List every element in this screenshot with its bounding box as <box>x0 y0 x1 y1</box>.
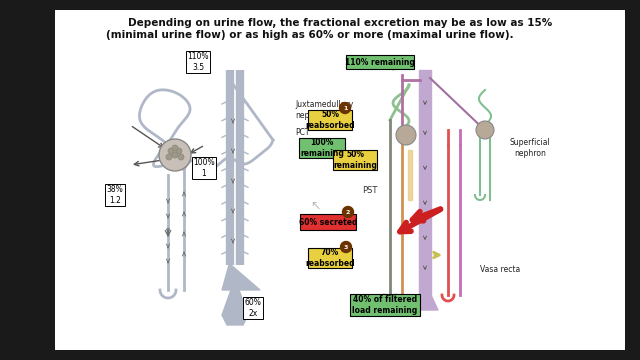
Text: 70%
reabsorbed: 70% reabsorbed <box>305 248 355 268</box>
Circle shape <box>159 139 191 171</box>
Text: 100%
remaining: 100% remaining <box>300 138 344 158</box>
Circle shape <box>176 148 182 154</box>
Text: 50%
remaining: 50% remaining <box>333 150 377 170</box>
Polygon shape <box>412 295 438 310</box>
Circle shape <box>172 152 178 158</box>
Bar <box>55 10 625 350</box>
Circle shape <box>476 121 494 139</box>
FancyBboxPatch shape <box>333 150 378 170</box>
FancyBboxPatch shape <box>346 55 414 69</box>
Text: 110% remaining: 110% remaining <box>345 58 415 67</box>
Circle shape <box>396 125 416 145</box>
Circle shape <box>340 242 351 252</box>
Text: 40% of filtered
load remaining: 40% of filtered load remaining <box>353 295 418 315</box>
FancyBboxPatch shape <box>308 248 352 268</box>
Text: 60% secreted: 60% secreted <box>299 217 357 226</box>
Circle shape <box>166 154 172 160</box>
Text: 38%
1.2: 38% 1.2 <box>107 185 124 205</box>
Text: PCT: PCT <box>295 127 310 136</box>
Text: PST: PST <box>362 185 378 194</box>
Text: 1: 1 <box>343 105 347 111</box>
Polygon shape <box>419 70 431 295</box>
Polygon shape <box>408 150 412 200</box>
FancyBboxPatch shape <box>308 110 352 130</box>
Text: Vasa recta: Vasa recta <box>480 266 520 274</box>
Text: (minimal urine flow) or as high as 60% or more (maximal urine flow).: (minimal urine flow) or as high as 60% o… <box>106 30 514 40</box>
Text: 100%
1: 100% 1 <box>193 158 215 178</box>
Text: ↖: ↖ <box>310 200 321 213</box>
Polygon shape <box>222 265 260 290</box>
Text: Juxtamedullary
nephron: Juxtamedullary nephron <box>295 100 353 120</box>
FancyBboxPatch shape <box>299 138 346 158</box>
Circle shape <box>172 145 178 151</box>
Text: 3: 3 <box>344 244 348 249</box>
Circle shape <box>178 154 184 160</box>
FancyBboxPatch shape <box>300 214 356 230</box>
Text: 60%
2x: 60% 2x <box>244 298 261 318</box>
FancyBboxPatch shape <box>349 294 420 316</box>
Text: Depending on urine flow, the fractional excretion may be as low as 15%: Depending on urine flow, the fractional … <box>128 18 552 28</box>
Circle shape <box>342 207 353 217</box>
Text: 2: 2 <box>346 210 350 215</box>
Text: Superficial
nephron: Superficial nephron <box>509 138 550 158</box>
Circle shape <box>168 148 174 154</box>
Text: 50%
reabsorbed: 50% reabsorbed <box>305 110 355 130</box>
Polygon shape <box>222 290 248 315</box>
Circle shape <box>339 103 351 113</box>
Text: 110%
3.5: 110% 3.5 <box>188 52 209 72</box>
Polygon shape <box>222 315 248 325</box>
